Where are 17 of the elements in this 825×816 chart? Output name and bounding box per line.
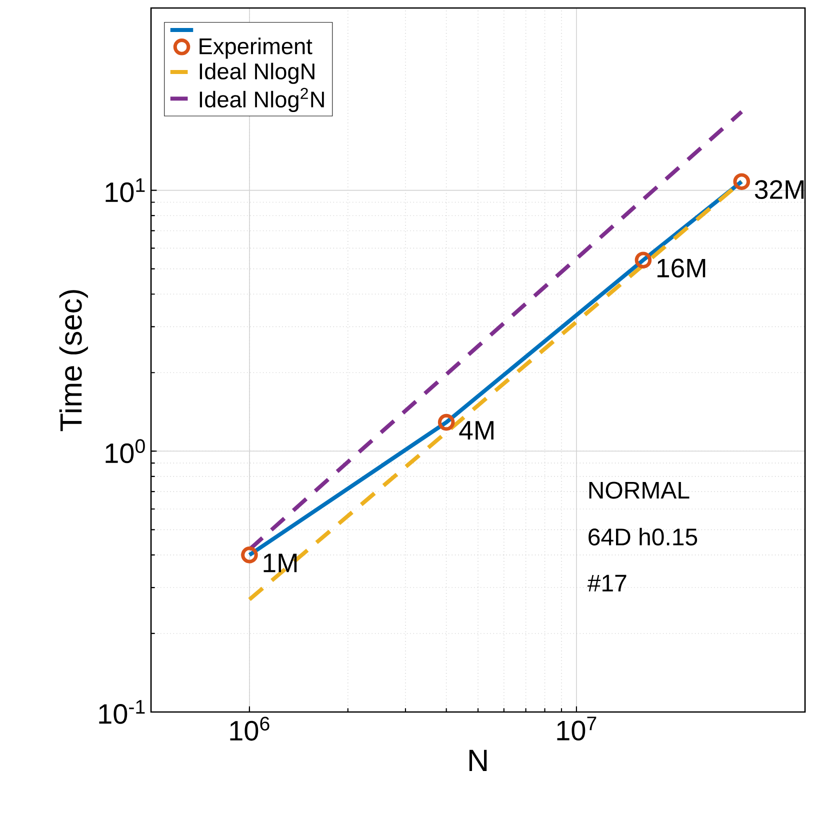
x-tick-label: 10$^{6}$ [230,716,270,741]
y-axis-title: Time (sec) [59,290,88,432]
annotation: 1M [264,554,297,572]
y-tick-label: 10$^{0}$ [106,439,145,464]
annotation: NORMAL [589,482,690,499]
legend-label: Ideal NlogN [200,62,314,84]
annotation: 32M [754,180,804,200]
legend-label: Experiment [200,38,312,59]
annotation: 64D h0.15 [588,528,698,546]
y-tick-label: 10$^{-1}$ [99,700,145,724]
y-tick-label: 10$^{1}$ [106,178,145,202]
legend-label: Ideal Nlog$^{2}$N [200,88,324,112]
annotation: 16M [658,258,706,278]
x-tick-label: 10$^{7}$ [557,716,596,740]
annotation: 4M [459,421,494,440]
annotation: #17 [587,574,626,592]
x-axis-title: N [469,750,487,771]
